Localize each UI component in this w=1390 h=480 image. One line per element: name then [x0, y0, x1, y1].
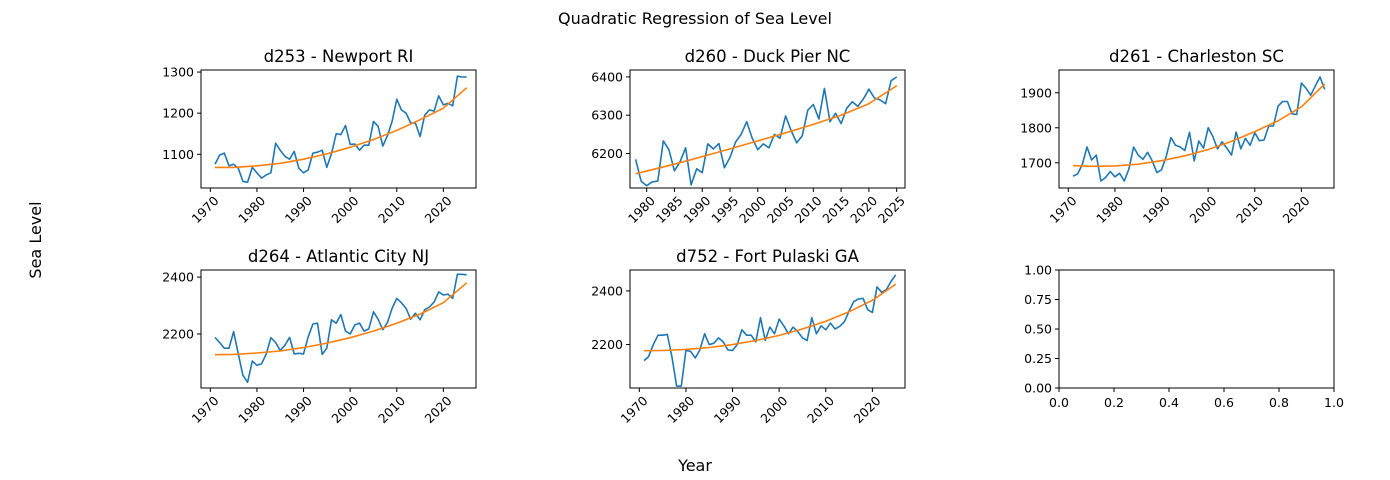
y-tick-label: 0.00 — [1024, 381, 1052, 396]
subplot-title: d261 - Charleston SC — [1109, 47, 1284, 66]
x-tick-label: 1990 — [282, 193, 315, 226]
y-tick-label: 2200 — [591, 337, 623, 352]
y-tick-label: 1700 — [1020, 155, 1052, 170]
y-tick-label: 1900 — [1020, 85, 1052, 100]
x-tick-label: 1990 — [1140, 193, 1173, 226]
x-tick-label: 1970 — [189, 193, 222, 226]
figure-xlabel: Year — [677, 456, 712, 475]
x-tick-label: 2010 — [375, 393, 408, 426]
x-tick-label: 2020 — [422, 193, 455, 226]
y-tick-label: 0.75 — [1024, 292, 1052, 307]
x-tick-label: 1995 — [708, 193, 741, 226]
regression-fit-line — [1072, 83, 1326, 168]
sea-level-line — [643, 274, 897, 387]
x-tick-label: 2010 — [375, 193, 408, 226]
x-tick-label: 2010 — [792, 193, 825, 226]
sea-level-line — [634, 76, 898, 187]
x-tick-label: 1980 — [625, 193, 658, 226]
y-tick-label: 2400 — [591, 283, 623, 298]
x-tick-label: 2005 — [764, 193, 797, 226]
x-tick-label: 2015 — [819, 193, 852, 226]
subplot-grid: d253 - Newport RI 1970 1980 1990 2000 2010 202… — [162, 47, 1344, 426]
x-tick-label: 2010 — [1233, 193, 1266, 226]
y-tick-label: 2200 — [162, 326, 194, 341]
sea-level-line — [214, 273, 467, 384]
x-tick-label: 1990 — [680, 193, 713, 226]
y-tick-label: 1200 — [162, 106, 194, 121]
y-tick-label: 1300 — [162, 65, 194, 80]
x-tick-label: 0.2 — [1104, 395, 1124, 410]
axes-frame — [629, 69, 906, 189]
sea-level-line — [214, 75, 467, 183]
sea-level-line — [1072, 76, 1326, 182]
x-tick-label: 2000 — [1186, 193, 1219, 226]
axes-frame — [200, 269, 477, 389]
subplot: 0.0 0.2 0.4 0.6 0.8 1.0 0.00 0.25 0.50 0.75 1.00 — [1024, 263, 1344, 411]
x-tick-label: 0.8 — [1269, 395, 1289, 410]
x-tick-label: 1980 — [235, 193, 268, 226]
y-tick-label: 0.50 — [1024, 322, 1052, 337]
subplot: d264 - Atlantic City NJ 1970 1980 1990 2000 2… — [162, 247, 477, 426]
subplot-title: d253 - Newport RI — [264, 47, 414, 66]
regression-fit-line — [215, 87, 468, 169]
subplot-title: d264 - Atlantic City NJ — [248, 247, 429, 266]
x-tick-label: 2010 — [804, 393, 837, 426]
x-tick-label: 2020 — [422, 393, 455, 426]
y-tick-label: 1.00 — [1024, 263, 1052, 278]
subplot: d253 - Newport RI 1970 1980 1990 2000 2010 202… — [162, 47, 477, 226]
x-tick-label: 2025 — [875, 193, 908, 226]
x-tick-label: 2000 — [328, 193, 361, 226]
x-tick-label: 1985 — [653, 193, 686, 226]
x-tick-label: 1970 — [189, 393, 222, 426]
x-tick-label: 0.0 — [1049, 395, 1069, 410]
x-tick-label: 0.6 — [1214, 395, 1234, 410]
y-tick-label: 1100 — [162, 147, 194, 162]
axes-frame — [629, 269, 906, 389]
axes-frame — [1058, 269, 1335, 389]
y-tick-label: 6300 — [591, 108, 623, 123]
regression-fit-line — [635, 85, 898, 175]
regression-fit-line — [643, 283, 897, 352]
x-tick-label: 2000 — [736, 193, 769, 226]
x-tick-label: 1990 — [711, 393, 744, 426]
x-tick-label: 1970 — [618, 393, 651, 426]
subplot-title: d260 - Duck Pier NC — [685, 47, 851, 66]
subplot: d260 - Duck Pier NC198019851990199520002… — [591, 47, 908, 226]
y-tick-label: 2400 — [162, 270, 194, 285]
x-tick-label: 2020 — [851, 393, 884, 426]
x-tick-label: 2020 — [847, 193, 880, 226]
x-tick-label: 1.0 — [1324, 395, 1344, 410]
x-tick-label: 2020 — [1280, 193, 1313, 226]
subplot-title: d752 - Fort Pulaski GA — [676, 247, 859, 266]
x-tick-label: 0.4 — [1159, 395, 1179, 410]
x-tick-label: 1970 — [1047, 193, 1080, 226]
axes-frame — [200, 69, 477, 189]
subplot: d752 - Fort Pulaski GA 1970 1980 1990 2000 20… — [591, 247, 906, 426]
figure-title: Quadratic Regression of Sea Level — [558, 9, 832, 28]
x-tick-label: 1980 — [664, 393, 697, 426]
subplot: d261 - Charleston SC 1970 1980 1990 2000 2010… — [1020, 47, 1335, 226]
regression-fit-line — [214, 282, 468, 356]
x-tick-label: 1990 — [282, 393, 315, 426]
axes-frame — [1058, 69, 1335, 189]
y-tick-label: 6200 — [591, 146, 623, 161]
y-tick-label: 6400 — [591, 69, 623, 84]
figure-ylabel: Sea Level — [26, 201, 45, 278]
y-tick-label: 1800 — [1020, 120, 1052, 135]
x-tick-label: 2000 — [328, 393, 361, 426]
x-tick-label: 2000 — [757, 393, 790, 426]
y-tick-label: 0.25 — [1024, 351, 1052, 366]
x-tick-label: 1980 — [235, 393, 268, 426]
x-tick-label: 1980 — [1093, 193, 1126, 226]
